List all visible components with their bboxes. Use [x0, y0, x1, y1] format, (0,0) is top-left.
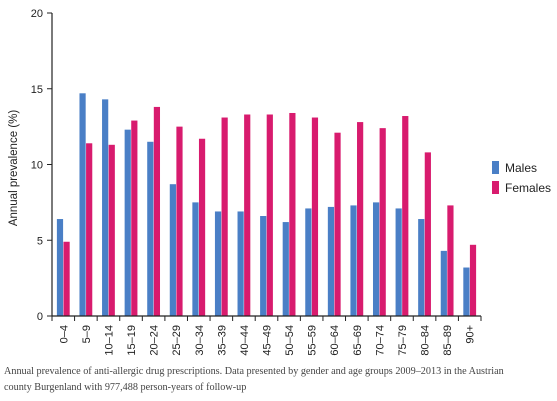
x-tick-label: 85–89 — [442, 325, 454, 356]
bar-chart: 0 5 10 15 20 0–4 5–9 10–14 15–19 20–24 25–29 30–34… — [8, 8, 551, 356]
bar-females-3 — [131, 120, 138, 316]
bar-males-13 — [350, 205, 357, 316]
bar-females-13 — [357, 122, 364, 316]
figure-caption: Annual prevalence of anti-allergic drug … — [4, 364, 552, 396]
bar-males-17 — [440, 250, 447, 316]
bar-males-15 — [395, 208, 402, 316]
bar-males-11 — [305, 208, 312, 316]
bar-males-16 — [418, 219, 425, 316]
bar-males-0 — [56, 219, 64, 316]
bar-females-16 — [424, 152, 431, 316]
bar-females-4 — [153, 106, 161, 317]
x-tick-label: 10–14 — [103, 325, 115, 356]
x-tick-label: 5–9 — [81, 325, 93, 343]
caption-line-2: county Burgenland with 977,488 person-ye… — [4, 382, 247, 393]
legend-swatch-males — [492, 161, 499, 174]
x-tick-label: 0–4 — [58, 325, 70, 343]
x-tick-label: 20–24 — [149, 325, 161, 356]
x-tick-label: 35–39 — [216, 325, 228, 356]
bar-females-8 — [244, 114, 251, 316]
x-tick-label: 75–79 — [397, 325, 409, 356]
bar-males-18 — [463, 267, 470, 316]
x-tick-label: 55–59 — [307, 325, 319, 356]
bar-females-12 — [334, 132, 341, 316]
y-tick-label: 5 — [37, 235, 43, 247]
x-tick-label: 30–34 — [194, 325, 206, 356]
x-tick-label: 45–49 — [262, 325, 274, 356]
x-tick-label: 25–29 — [171, 325, 183, 356]
y-tick-label: 0 — [37, 311, 43, 323]
bar-males-2 — [102, 99, 109, 316]
x-axis-ticks: 0–4 5–9 10–14 15–19 20–24 25–29 30–34 35–39 40–4… — [51, 316, 482, 356]
x-tick-label: 80–84 — [420, 325, 432, 356]
x-tick-label: 15–19 — [126, 325, 138, 356]
x-tick-label: 60–64 — [329, 325, 341, 356]
caption-line-1: Annual prevalence of anti-allergic drug … — [4, 366, 504, 377]
bar-females-11 — [311, 117, 319, 316]
bar-males-3 — [124, 129, 131, 316]
bar-males-10 — [282, 222, 289, 316]
bar-females-15 — [402, 116, 409, 317]
bar-males-8 — [237, 211, 244, 316]
bar-males-4 — [147, 141, 154, 316]
bar-males-14 — [372, 202, 380, 317]
x-tick-label: 40–44 — [239, 325, 251, 356]
axes — [51, 13, 481, 317]
x-tick-label: 70–74 — [374, 325, 386, 356]
bar-males-7 — [214, 211, 222, 316]
bar-females-17 — [447, 205, 454, 316]
x-tick-label: 90+ — [465, 325, 477, 344]
x-tick-label: 65–69 — [352, 325, 364, 356]
bar-females-1 — [86, 143, 93, 316]
bar-females-0 — [63, 241, 70, 316]
bar-males-9 — [260, 216, 267, 316]
y-tick-label: 20 — [31, 8, 43, 20]
bar-females-5 — [176, 126, 183, 317]
bar-males-1 — [79, 93, 86, 316]
bar-males-6 — [192, 202, 199, 317]
bar-females-6 — [198, 138, 206, 316]
y-axis-title: Annual prevalence (%) — [8, 110, 20, 227]
y-tick-label: 10 — [31, 160, 43, 172]
legend-label-males: Males — [505, 161, 537, 175]
x-tick-label: 50–54 — [284, 325, 296, 356]
bar-males-5 — [169, 184, 176, 316]
bar-males-12 — [327, 206, 335, 316]
bar-females-9 — [266, 114, 273, 316]
bars — [56, 93, 477, 317]
bar-females-14 — [379, 128, 386, 316]
bar-females-2 — [108, 144, 115, 316]
y-tick-label: 15 — [31, 84, 43, 96]
bar-females-18 — [469, 244, 477, 316]
legend-label-females: Females — [505, 181, 551, 195]
bar-females-7 — [221, 117, 228, 316]
legend-swatch-females — [492, 181, 499, 194]
bar-females-10 — [289, 112, 296, 317]
legend: Males Females — [492, 161, 551, 195]
y-axis-ticks: 0 5 10 15 20 — [31, 8, 52, 323]
